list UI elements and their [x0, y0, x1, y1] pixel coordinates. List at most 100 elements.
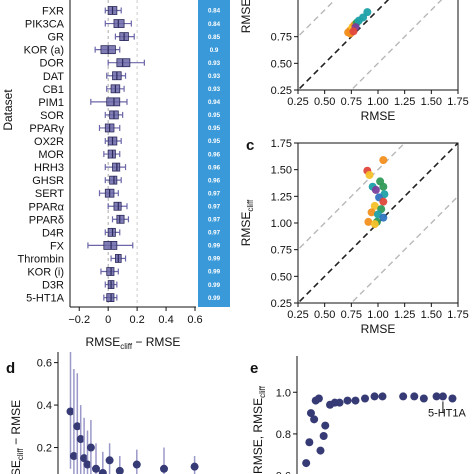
y-tick-label: 0.75 — [271, 245, 292, 257]
x-tick-label: 0.4 — [158, 314, 173, 326]
scatter-point — [363, 8, 372, 17]
scatter-point — [319, 432, 328, 440]
panel-d-letter: d — [6, 360, 15, 377]
scatter-point — [432, 392, 441, 401]
dataset-label: SOR — [40, 110, 64, 122]
scatter-point — [399, 392, 408, 401]
dataset-label: SERT — [35, 188, 64, 200]
bar-value-label: 0.99 — [208, 243, 221, 250]
x-tick-label: 0.75 — [341, 309, 362, 321]
y-tick-label: 1.00 — [271, 218, 292, 230]
bar-value-label: 0.97 — [208, 217, 221, 224]
y-tick-label: 1.0 — [276, 387, 291, 399]
scatter-point — [316, 446, 325, 455]
scatter-point — [66, 407, 75, 416]
bar-value-label: 0.84 — [208, 8, 221, 15]
dataset-label: PIM1 — [38, 97, 64, 109]
x-tick-label: 1.00 — [367, 96, 388, 108]
x-tick-label: 1.50 — [421, 309, 442, 321]
box — [113, 201, 122, 211]
offset-line-lower — [350, 0, 443, 90]
panel-c-letter: c — [246, 137, 254, 154]
bar-value-label: 0.95 — [208, 112, 221, 119]
scatter-point — [371, 185, 380, 194]
bar-value-label: 0.96 — [208, 151, 221, 158]
dataset-label: CB1 — [43, 84, 64, 96]
box — [109, 175, 118, 185]
bar-value-label: 0.93 — [208, 73, 221, 80]
scatter-point — [105, 456, 114, 465]
y-tick-label: 0.4 — [37, 400, 52, 412]
x-tick-label: 1.75 — [447, 96, 468, 108]
y-tick-label: 0.50 — [271, 271, 292, 283]
box — [106, 267, 115, 276]
bar-value-label: 0.95 — [208, 125, 221, 132]
scatter-point — [351, 396, 360, 405]
dataset-label: PPARγ — [29, 123, 64, 135]
x-tick-label: 0.50 — [314, 309, 335, 321]
scatter-point — [306, 409, 315, 418]
annotation-label: 5-HT1A — [428, 407, 467, 419]
scatter-point — [349, 27, 358, 36]
dataset-label: KOR (a) — [24, 45, 64, 57]
panel-c-ylabel: RMSEcliff — [239, 199, 255, 246]
scatter-point — [160, 464, 168, 473]
dataset-label: D3R — [42, 280, 64, 292]
scatter-point — [132, 460, 141, 469]
panel-c: 0.25 0.50 0.75 1.00 1.25 1.50 1.75 0.25 0.50 0.75… — [271, 138, 469, 336]
panel-e: e 0.6 0.8 1.0 5-HT1A — [250, 356, 467, 474]
scatter-point — [361, 394, 370, 403]
y-tick-label: 0.8 — [276, 429, 291, 441]
panel-a-ylabel: Dataset — [1, 89, 15, 131]
panel-d-ylabel: SEcliff − RMSE — [9, 400, 25, 474]
bar-value-label: 0.96 — [208, 177, 221, 184]
y-tick-label: 0.75 — [271, 32, 292, 44]
scatter-point — [98, 469, 107, 474]
scatter-point — [370, 392, 379, 401]
x-tick-label: 0.25 — [287, 309, 308, 321]
dataset-label: PPARα — [29, 201, 65, 213]
box — [107, 227, 116, 237]
scatter-point — [321, 421, 330, 430]
dataset-label: OX2R — [34, 136, 64, 148]
dataset-label: FXR — [42, 6, 64, 18]
bar-value-label: 0.99 — [208, 256, 221, 263]
x-tick-label: 0.2 — [129, 314, 144, 326]
scatter-point — [370, 201, 379, 210]
scatter-point — [73, 422, 82, 431]
y-tick-label: 0.2 — [37, 443, 52, 455]
dataset-label: GR — [48, 32, 65, 44]
scatter-point — [438, 392, 447, 401]
x-tick-label: 1.75 — [447, 309, 468, 321]
box — [106, 293, 115, 303]
scatter-point — [379, 213, 388, 222]
scatter-point — [364, 217, 373, 226]
scatter-point — [69, 452, 78, 461]
x-tick-label: 1.00 — [367, 309, 388, 321]
identity-line — [298, 0, 390, 90]
x-tick-label: 0.75 — [341, 96, 362, 108]
box — [106, 97, 121, 107]
y-tick-label: 0.25 — [271, 85, 292, 97]
scatter-point — [367, 208, 376, 217]
x-tick-label: 0.6 — [187, 314, 202, 326]
y-tick-label: 0.6 — [276, 471, 291, 474]
dataset-label: 5-HT1A — [26, 293, 65, 305]
value-bar — [198, 0, 230, 307]
scatter-point — [305, 438, 314, 447]
scatter-point — [115, 466, 124, 474]
scatter-point — [448, 394, 457, 403]
bar-value-label: 0.99 — [208, 269, 221, 276]
bar-value-label: 0.85 — [208, 34, 221, 41]
y-tick-label: 1.75 — [271, 138, 292, 150]
dataset-label: HRH3 — [34, 162, 64, 174]
bar-value-label: 0.94 — [208, 99, 221, 106]
dataset-label: PPARδ — [29, 214, 64, 226]
offset-line-upper — [298, 0, 336, 38]
panel-a-xlabel: RMSEcliff − RMSE — [86, 335, 181, 351]
dataset-label: FX — [50, 240, 65, 252]
y-tick-label: 1.25 — [271, 191, 292, 203]
scatter-point — [379, 182, 388, 191]
dataset-label: MOR — [38, 149, 64, 161]
